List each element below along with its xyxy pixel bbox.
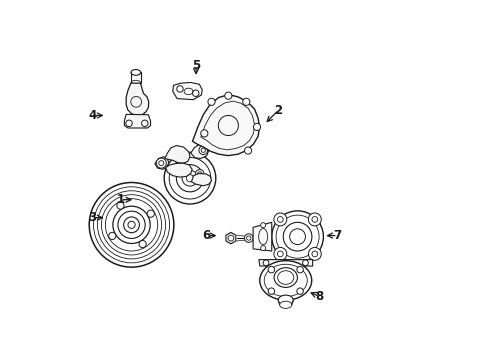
Ellipse shape xyxy=(274,268,297,287)
Text: 4: 4 xyxy=(88,109,96,122)
Ellipse shape xyxy=(278,295,293,305)
Circle shape xyxy=(302,260,308,266)
Circle shape xyxy=(227,235,233,241)
Circle shape xyxy=(311,217,317,222)
Circle shape xyxy=(308,247,321,260)
Circle shape xyxy=(117,202,124,209)
Circle shape xyxy=(195,170,203,178)
Circle shape xyxy=(260,223,265,228)
Circle shape xyxy=(244,234,253,242)
Circle shape xyxy=(260,246,265,251)
Circle shape xyxy=(159,161,163,166)
Circle shape xyxy=(201,130,207,137)
Polygon shape xyxy=(253,222,271,251)
Circle shape xyxy=(242,98,249,105)
Circle shape xyxy=(182,170,198,186)
Circle shape xyxy=(273,247,286,260)
Circle shape xyxy=(207,98,215,105)
Circle shape xyxy=(253,123,260,131)
Circle shape xyxy=(192,90,199,96)
Circle shape xyxy=(271,211,323,262)
Circle shape xyxy=(139,240,146,248)
Circle shape xyxy=(201,148,205,152)
Circle shape xyxy=(267,266,274,273)
Text: 6: 6 xyxy=(203,229,210,242)
Text: 5: 5 xyxy=(192,59,200,72)
Circle shape xyxy=(296,266,303,273)
Circle shape xyxy=(199,146,207,154)
Circle shape xyxy=(186,175,193,182)
Circle shape xyxy=(311,251,317,257)
Ellipse shape xyxy=(131,69,141,75)
Circle shape xyxy=(164,152,215,204)
Circle shape xyxy=(147,210,154,217)
Circle shape xyxy=(273,213,286,226)
Circle shape xyxy=(128,221,135,228)
Polygon shape xyxy=(225,232,235,244)
Polygon shape xyxy=(164,145,190,163)
Text: 2: 2 xyxy=(274,104,282,117)
Circle shape xyxy=(89,183,174,267)
Circle shape xyxy=(197,172,202,176)
Circle shape xyxy=(142,120,148,127)
Polygon shape xyxy=(190,144,208,158)
Text: 1: 1 xyxy=(117,193,124,206)
Circle shape xyxy=(277,217,283,222)
Polygon shape xyxy=(165,163,192,177)
Circle shape xyxy=(296,288,303,294)
Circle shape xyxy=(224,92,231,99)
Circle shape xyxy=(113,206,150,243)
Text: 7: 7 xyxy=(333,229,341,242)
Polygon shape xyxy=(172,82,202,100)
Circle shape xyxy=(125,120,132,127)
Circle shape xyxy=(283,222,311,251)
Circle shape xyxy=(108,232,116,239)
Circle shape xyxy=(156,158,166,168)
Circle shape xyxy=(244,147,251,154)
Polygon shape xyxy=(126,83,148,116)
Circle shape xyxy=(123,217,139,233)
Polygon shape xyxy=(155,157,169,169)
Polygon shape xyxy=(191,174,211,186)
Circle shape xyxy=(277,251,283,257)
Circle shape xyxy=(176,165,203,192)
Polygon shape xyxy=(124,114,150,128)
Circle shape xyxy=(118,211,145,238)
Text: 8: 8 xyxy=(315,290,323,303)
Polygon shape xyxy=(192,95,259,156)
Ellipse shape xyxy=(131,80,141,86)
Text: 3: 3 xyxy=(88,211,96,224)
Circle shape xyxy=(267,288,274,294)
Circle shape xyxy=(308,213,321,226)
Polygon shape xyxy=(258,260,312,266)
Ellipse shape xyxy=(259,261,311,300)
Ellipse shape xyxy=(279,301,291,309)
Circle shape xyxy=(263,260,268,266)
Circle shape xyxy=(176,86,183,92)
Circle shape xyxy=(246,236,250,240)
